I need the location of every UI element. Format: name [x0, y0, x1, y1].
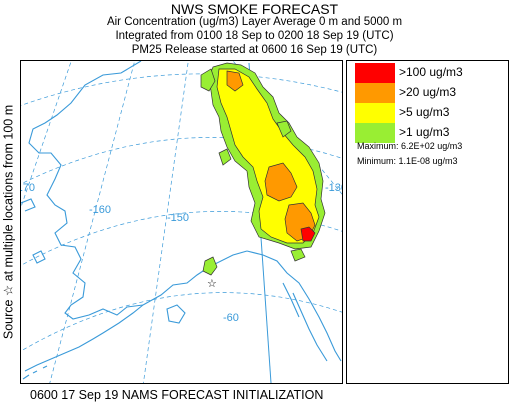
legend-swatch	[355, 83, 395, 103]
st-lawrence-island	[21, 198, 36, 212]
legend-entry-gt5: >5 ug/m3	[355, 103, 505, 123]
plume-patch	[218, 148, 232, 166]
source-marker-icon: ☆	[207, 277, 217, 290]
alaska-south-coast	[142, 250, 248, 306]
forecast-initialization: 0600 17 Sep 19 NAMS FORECAST INITIALIZAT…	[30, 388, 324, 402]
legend-swatch	[355, 123, 395, 143]
alaska-west-coast	[28, 61, 144, 320]
legend-entry-gt100: >100 ug/m3	[355, 63, 505, 83]
plume-patch	[290, 248, 306, 262]
plume-contour-gt100	[300, 226, 316, 242]
plume-patch	[276, 120, 292, 138]
panhandle-islands	[282, 282, 328, 362]
longitude-label-170: -170	[21, 182, 35, 194]
legend-label: >100 ug/m3	[399, 65, 463, 79]
plume-patch	[202, 256, 218, 276]
panhandle-coast	[246, 250, 342, 362]
concentration-legend: >100 ug/m3 >20 ug/m3 >5 ug/m3 >1 ug/m3 M…	[346, 60, 509, 384]
parallel-line	[21, 292, 342, 352]
longitude-label-160: -160	[89, 204, 111, 216]
kodiak-island	[166, 304, 186, 324]
legend-label: >20 ug/m3	[399, 85, 457, 99]
smoke-map: ☆ -170 -160 -150 -130 -60	[20, 60, 343, 384]
source-side-label-text: Source ☆ at multiple locations from 100 …	[1, 104, 16, 340]
legend-swatch	[355, 63, 395, 83]
latitude-label-60: -60	[223, 312, 239, 324]
alaska-peninsula	[24, 304, 144, 372]
legend-label: >5 ug/m3	[399, 105, 450, 119]
longitude-label-150: -150	[167, 212, 189, 224]
concentration-subtitle: Air Concentration (ug/m3) Layer Average …	[106, 16, 403, 28]
aleutian-islands	[22, 365, 48, 380]
smoke-plume	[200, 62, 326, 276]
release-info: PM25 Release started at 0600 16 Sep 19 (…	[131, 44, 378, 56]
map-canvas: ☆ -170 -160 -150 -130 -60	[21, 61, 342, 383]
integration-period: Integrated from 0100 18 Sep to 0200 18 S…	[115, 30, 394, 42]
coastline	[21, 61, 342, 380]
meridian-line	[21, 61, 72, 209]
legend-swatch	[355, 103, 395, 123]
plume-contour-gt20-north	[226, 70, 244, 92]
plume-contour-gt5	[216, 68, 320, 244]
parallel-line	[21, 73, 342, 106]
legend-label: >1 ug/m3	[399, 125, 450, 139]
parallel-line	[21, 137, 342, 185]
maximum-value: Maximum: 6.2E+02 ug/m3	[357, 141, 463, 151]
meridian-line	[49, 61, 136, 383]
longitude-label-130: -130	[325, 182, 342, 194]
forecast-title: NWS SMOKE FORECAST	[170, 1, 339, 17]
plume-contour-gt1-north	[200, 68, 216, 92]
legend-entry-gt1: >1 ug/m3	[355, 123, 505, 143]
nunivak-island	[32, 250, 46, 264]
plume-contour-gt20	[264, 162, 298, 202]
legend-entry-gt20: >20 ug/m3	[355, 83, 505, 103]
minimum-value: Minimum: 1.1E-08 ug/m3	[357, 156, 458, 166]
